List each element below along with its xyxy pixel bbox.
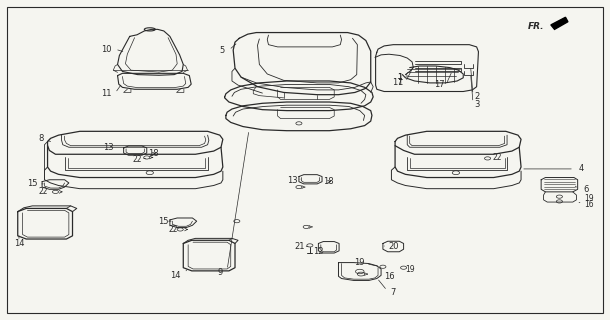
Text: 10: 10 [101, 44, 112, 54]
Text: 2: 2 [474, 92, 479, 101]
Text: 6: 6 [584, 185, 589, 194]
Text: 1: 1 [397, 73, 403, 82]
Text: 15: 15 [27, 180, 37, 188]
Text: 5: 5 [220, 45, 224, 55]
Text: 19: 19 [354, 258, 365, 267]
Text: 13: 13 [102, 143, 113, 152]
Polygon shape [551, 17, 568, 29]
Text: 4: 4 [579, 164, 584, 173]
Text: 19: 19 [584, 194, 594, 203]
Text: 19: 19 [406, 265, 415, 274]
Text: 8: 8 [38, 134, 43, 143]
Text: 17: 17 [434, 80, 445, 89]
Text: 18: 18 [148, 149, 159, 158]
Text: 3: 3 [474, 100, 479, 109]
Text: 16: 16 [584, 200, 594, 209]
Text: 7: 7 [390, 288, 395, 297]
Text: 9: 9 [218, 268, 223, 277]
Text: 18: 18 [323, 177, 334, 186]
Text: 13: 13 [287, 176, 298, 185]
Text: 12: 12 [313, 247, 323, 256]
Text: 22: 22 [492, 153, 502, 162]
Text: 17: 17 [392, 78, 403, 87]
Text: 20: 20 [389, 242, 399, 251]
Text: 21: 21 [295, 242, 305, 251]
Text: 14: 14 [170, 271, 180, 280]
Text: 1: 1 [397, 78, 403, 87]
Text: 22: 22 [132, 155, 142, 164]
Text: FR.: FR. [528, 22, 544, 31]
Text: 14: 14 [15, 239, 25, 248]
Text: 22: 22 [169, 225, 178, 234]
Text: 22: 22 [38, 188, 48, 196]
Text: 1: 1 [397, 73, 403, 82]
Text: 16: 16 [384, 272, 395, 281]
Text: 15: 15 [158, 217, 169, 226]
Text: 11: 11 [101, 89, 112, 98]
